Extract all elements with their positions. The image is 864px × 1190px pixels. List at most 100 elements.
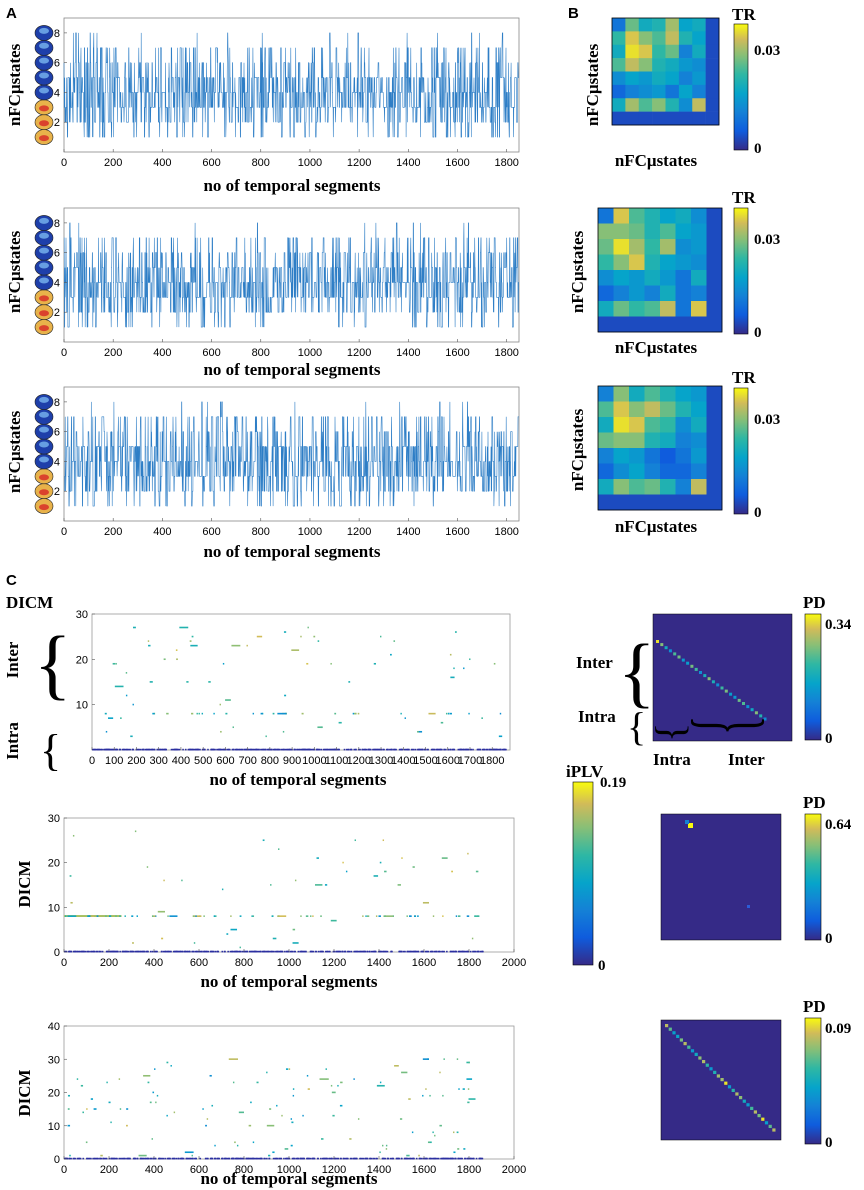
heatmap-cell	[660, 386, 676, 402]
baseline-point	[121, 748, 124, 751]
x-tick-label: 1600	[445, 157, 469, 169]
dicm-point	[105, 730, 108, 733]
pd-diagonal-cell	[660, 643, 664, 647]
pd-diagonal-cell	[720, 686, 724, 690]
dicm-point	[120, 717, 122, 719]
baseline-point	[104, 1157, 107, 1160]
baseline-point	[309, 748, 312, 751]
baseline-point	[249, 1157, 252, 1160]
baseline-point	[433, 1157, 435, 1160]
heatmap-cell	[660, 432, 676, 449]
chart-b1-colorbar	[733, 23, 749, 151]
dicm-point	[288, 1068, 291, 1070]
baseline-point	[182, 1157, 185, 1160]
chart-c2-frame	[63, 817, 515, 953]
heatmap-cell	[613, 401, 630, 418]
baseline-point	[417, 950, 420, 953]
heatmap-cell	[629, 270, 645, 286]
dicm-point	[384, 870, 387, 873]
baseline-point	[340, 1157, 342, 1160]
dicm-point	[214, 1144, 216, 1147]
chart-c2-points	[64, 830, 484, 953]
heatmap-cell	[638, 18, 653, 32]
baseline-point	[156, 950, 158, 953]
baseline-point	[415, 1157, 418, 1160]
baseline-point	[422, 950, 425, 953]
baseline-point	[332, 950, 335, 953]
baseline-point	[145, 1157, 147, 1160]
chart-c3-xlabel: no of temporal segments	[200, 1169, 377, 1188]
baseline-point	[460, 1157, 463, 1160]
dicm-point	[393, 640, 396, 642]
heatmap-cell	[705, 98, 720, 112]
baseline-point	[313, 1157, 316, 1160]
heatmap-cell	[665, 98, 680, 112]
dicm-point	[181, 879, 183, 882]
baseline-point	[134, 1157, 137, 1160]
baseline-point	[265, 950, 268, 953]
baseline-point	[111, 748, 114, 751]
baseline-point	[199, 748, 201, 751]
baseline-point	[504, 748, 506, 751]
baseline-point	[249, 748, 252, 751]
baseline-point	[138, 950, 140, 953]
baseline-point	[486, 748, 489, 751]
baseline-point	[347, 950, 350, 953]
dicm-point	[432, 1131, 434, 1134]
baseline-point	[312, 950, 314, 953]
pd-diagonal-cell	[698, 1056, 702, 1060]
baseline-point	[155, 950, 157, 953]
baseline-point	[399, 748, 402, 751]
dicm-point	[310, 915, 312, 917]
brain-map-spot-icon	[39, 411, 49, 418]
dicm-point	[186, 681, 189, 683]
baseline-point	[109, 950, 111, 953]
baseline-point	[289, 748, 292, 751]
baseline-point	[440, 748, 442, 751]
dicm-point	[252, 712, 255, 715]
baseline-point	[336, 950, 339, 953]
x-tick-label: 200	[104, 526, 122, 538]
baseline-point	[266, 1157, 268, 1160]
baseline-point	[132, 950, 135, 953]
brain-map-spot-icon	[39, 105, 49, 112]
dicm-point	[184, 1151, 194, 1154]
baseline-point	[153, 748, 156, 751]
dicm-point	[86, 1108, 88, 1110]
pd-diagonal-cell	[683, 1042, 687, 1046]
dicm-point	[170, 1065, 172, 1067]
baseline-point	[398, 748, 401, 751]
baseline-point	[479, 950, 482, 953]
baseline-point	[500, 748, 502, 751]
heatmap-cell	[625, 98, 640, 112]
baseline-point	[117, 950, 119, 953]
baseline-point	[90, 950, 92, 953]
baseline-point	[94, 748, 96, 751]
baseline-point	[275, 950, 277, 953]
heatmap-cell	[678, 44, 693, 59]
baseline-point	[277, 748, 280, 751]
baseline-point	[237, 950, 239, 953]
baseline-point	[322, 748, 325, 751]
x-tick-label: 800	[252, 526, 270, 538]
dicm-point	[467, 852, 469, 855]
chart-b1-xlabel: nFCμstates	[615, 151, 698, 170]
x-tick-label: 1400	[367, 1164, 391, 1176]
dicm-point	[422, 1094, 424, 1097]
dicm-point	[317, 640, 320, 642]
baseline-point	[286, 1157, 289, 1160]
chart-a1-trace	[63, 32, 519, 138]
chart-b3-tick-low: 0	[754, 505, 762, 521]
chart-c3: 0 200 400 600 800 1000 1200 1400 1600 1800 2000 0 10…	[15, 1021, 526, 1188]
baseline-point	[406, 950, 409, 953]
baseline-point	[261, 1157, 263, 1160]
heatmap-cell	[675, 386, 692, 402]
baseline-point	[107, 950, 110, 953]
baseline-point	[108, 748, 111, 751]
baseline-point	[258, 1157, 261, 1160]
heatmap-cell	[675, 270, 692, 286]
baseline-point	[113, 1157, 116, 1160]
dicm-point	[256, 1081, 259, 1084]
dicm-point	[67, 1094, 70, 1097]
